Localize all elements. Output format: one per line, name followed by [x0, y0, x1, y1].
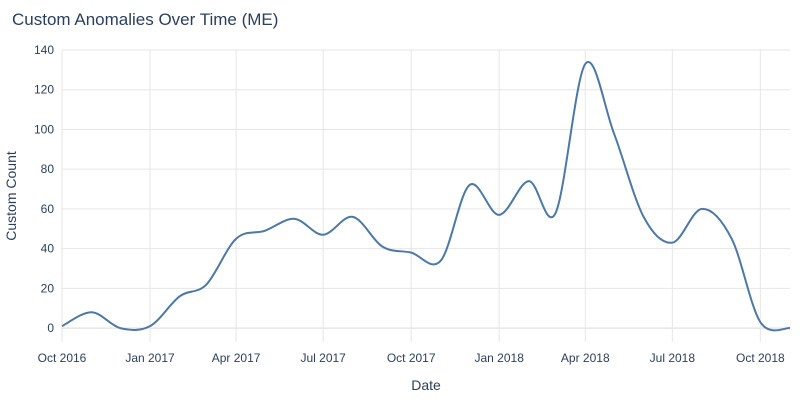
- data-point[interactable]: [230, 233, 242, 245]
- y-tick-label: 0: [47, 321, 54, 335]
- data-point[interactable]: [317, 229, 329, 241]
- data-point[interactable]: [464, 179, 476, 191]
- data-point[interactable]: [493, 209, 505, 221]
- data-point[interactable]: [754, 316, 766, 328]
- data-point[interactable]: [288, 213, 300, 225]
- chart-title: Custom Anomalies Over Time (ME): [12, 10, 278, 29]
- y-tick-label: 120: [34, 83, 54, 97]
- x-axis-ticks: Oct 2016 Jan 2017 Apr 2017 Jul 2017 Oct 2017…: [38, 351, 785, 365]
- data-point[interactable]: [347, 211, 359, 223]
- x-axis-label: Date: [411, 377, 441, 393]
- series-line: [61, 60, 791, 332]
- data-point[interactable]: [174, 290, 186, 302]
- x-tick-label: Oct 2018: [736, 351, 785, 365]
- data-point[interactable]: [784, 322, 796, 334]
- data-point[interactable]: [523, 175, 535, 187]
- data-point[interactable]: [86, 306, 98, 318]
- data-point[interactable]: [405, 247, 417, 259]
- data-point[interactable]: [608, 127, 620, 139]
- data-point[interactable]: [376, 241, 388, 253]
- x-tick-label: Apr 2018: [561, 351, 610, 365]
- data-point[interactable]: [550, 207, 562, 219]
- y-tick-label: 80: [41, 162, 55, 176]
- series-layer: [56, 58, 796, 334]
- data-point[interactable]: [726, 233, 738, 245]
- y-tick-label: 60: [41, 202, 55, 216]
- x-tick-label: Oct 2017: [387, 351, 436, 365]
- data-point[interactable]: [579, 58, 591, 70]
- gridlines: [61, 49, 790, 342]
- data-point[interactable]: [200, 278, 212, 290]
- data-point[interactable]: [144, 320, 156, 332]
- x-tick-label: Jan 2017: [125, 351, 175, 365]
- data-point[interactable]: [435, 255, 447, 267]
- data-point[interactable]: [259, 225, 271, 237]
- y-tick-label: 140: [34, 43, 54, 57]
- y-tick-label: 100: [34, 122, 54, 136]
- data-point[interactable]: [696, 203, 708, 215]
- x-tick-label: Oct 2016: [38, 351, 87, 365]
- y-tick-label: 40: [41, 242, 55, 256]
- data-point[interactable]: [56, 320, 68, 332]
- y-tick-label: 20: [41, 281, 55, 295]
- x-tick-label: Jul 2018: [650, 351, 696, 365]
- x-tick-label: Jul 2017: [300, 351, 346, 365]
- x-tick-label: Jan 2018: [474, 351, 524, 365]
- x-tick-label: Apr 2017: [212, 351, 261, 365]
- data-point[interactable]: [638, 211, 650, 223]
- y-axis-label: Custom Count: [3, 151, 19, 241]
- data-point[interactable]: [114, 322, 126, 334]
- y-axis-ticks: 0 20 40 60 80 100 120 140: [34, 43, 54, 335]
- data-point[interactable]: [666, 237, 678, 249]
